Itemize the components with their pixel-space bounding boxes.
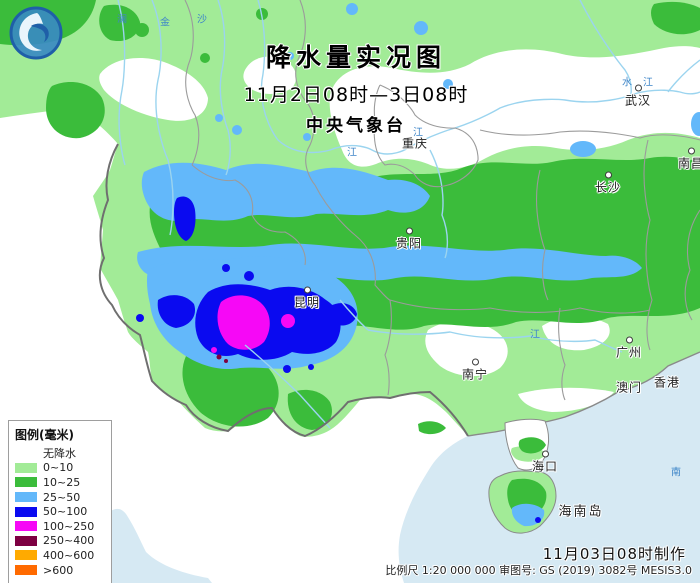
city-marker-icon xyxy=(634,84,642,92)
leizhou-peninsula xyxy=(504,418,550,471)
city-label: 武汉 xyxy=(624,84,652,109)
city-marker-icon xyxy=(687,147,695,155)
water-label: 沙 xyxy=(197,14,207,26)
city-name: 澳门 xyxy=(615,380,643,395)
city-name: 南昌 xyxy=(677,156,700,171)
legend-item: 250~400 xyxy=(15,534,111,549)
city-label: 香港 xyxy=(654,374,680,391)
no-rain-layer xyxy=(0,46,700,412)
water-label: 江 xyxy=(643,77,653,89)
water-label: 江 xyxy=(413,127,423,139)
water-label: 水 xyxy=(622,77,632,89)
water-label: 江 xyxy=(530,329,540,341)
legend-label: 250~400 xyxy=(43,534,95,548)
city-name: 重庆 xyxy=(401,136,429,151)
legend-item: 0~10 xyxy=(15,461,111,476)
national-border xyxy=(98,143,469,438)
legend-swatch xyxy=(15,506,37,517)
legend-item: 400~600 xyxy=(15,548,111,563)
city-name: 昆明 xyxy=(293,295,321,310)
legend-swatch xyxy=(15,565,37,576)
city-label: 贵阳 xyxy=(395,227,423,252)
coastline xyxy=(467,351,700,437)
legend-items: 无降水 0~10 10~25 25~50 50~100 100~250 250~400 400… xyxy=(15,446,111,577)
legend-swatch xyxy=(15,477,37,488)
city-label: 南宁 xyxy=(461,358,489,383)
production-time: 11月03日08时制作 xyxy=(542,545,686,563)
legend-item: 100~250 xyxy=(15,519,111,534)
legend-swatch xyxy=(15,492,37,503)
city-name: 香港 xyxy=(653,375,681,390)
water-label: 澜 xyxy=(117,14,127,26)
city-marker-icon xyxy=(405,227,413,235)
city-marker-icon xyxy=(303,286,311,294)
legend-swatch xyxy=(15,462,37,473)
city-label: 澳门 xyxy=(616,379,642,396)
city-name: 南宁 xyxy=(461,367,489,382)
legend-label: 50~100 xyxy=(43,505,88,519)
city-name: 武汉 xyxy=(624,93,652,108)
city-label: 海口 xyxy=(531,450,559,475)
city-name: 海口 xyxy=(531,459,559,474)
water-label: 南 xyxy=(671,467,681,479)
legend-swatch xyxy=(15,550,37,561)
legend-item: 无降水 xyxy=(15,446,111,461)
legend-box: 图例(毫米) 无降水 0~10 10~25 25~50 50~100 100~250 250… xyxy=(8,420,112,583)
city-name: 广州 xyxy=(615,345,643,360)
city-label: 长沙 xyxy=(594,171,622,196)
city-label: 昆明 xyxy=(293,286,321,311)
city-marker-icon xyxy=(604,171,612,179)
legend-label: 400~600 xyxy=(43,548,95,562)
legend-label: 0~10 xyxy=(43,461,74,475)
rivers-layer xyxy=(117,0,700,429)
legend-label: 25~50 xyxy=(43,490,81,504)
legend-label: 100~250 xyxy=(43,519,95,533)
city-label: 广州 xyxy=(615,336,643,361)
cma-logo-icon xyxy=(9,6,63,60)
hainan-island xyxy=(488,470,557,534)
legend-title: 图例(毫米) xyxy=(15,428,74,442)
legend-item: >600 xyxy=(15,563,111,578)
city-label: 南昌 xyxy=(677,147,700,172)
city-marker-icon xyxy=(541,450,549,458)
region-label: 海南岛 xyxy=(558,504,604,520)
legend-label: 10~25 xyxy=(43,475,81,489)
legend-swatch xyxy=(15,535,37,546)
legend-item: 25~50 xyxy=(15,490,111,505)
legend-item: 50~100 xyxy=(15,504,111,519)
legend-label: 无降水 xyxy=(43,447,76,461)
city-name: 贵阳 xyxy=(395,236,423,251)
water-label: 金 xyxy=(160,17,170,29)
province-borders-layer xyxy=(184,0,700,401)
scale-and-approval: 比例尺 1:20 000 000 审图号: GS (2019) 3082号 ME… xyxy=(385,564,692,577)
rain-250-400-layer xyxy=(216,354,228,363)
city-marker-icon xyxy=(471,358,479,366)
city-marker-icon xyxy=(625,336,633,344)
legend-label: >600 xyxy=(43,563,74,577)
legend-item: 10~25 xyxy=(15,475,111,490)
legend-swatch xyxy=(15,521,37,532)
rain-100-250-layer xyxy=(211,295,295,353)
city-label: 重庆 xyxy=(402,135,428,152)
water-label: 江 xyxy=(347,147,357,159)
city-name: 长沙 xyxy=(594,180,622,195)
